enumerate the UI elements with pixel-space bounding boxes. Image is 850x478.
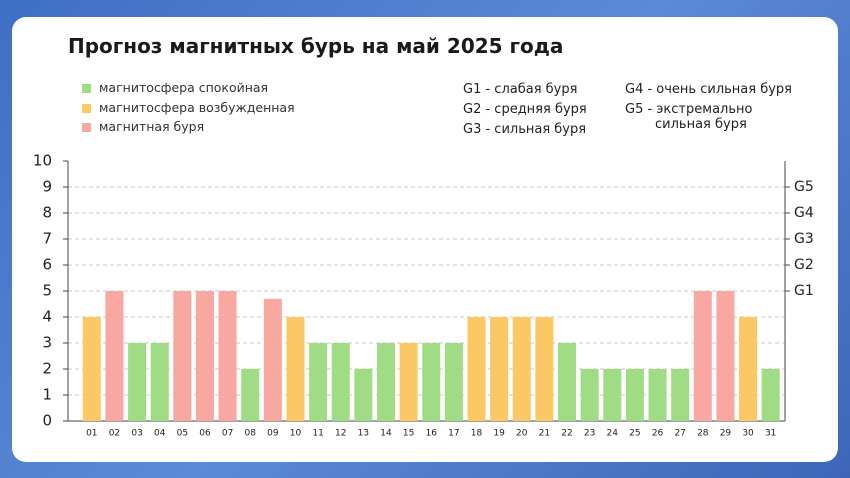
bar [263,298,282,421]
x-tick-label: 04 [154,429,166,439]
annotation: G2 - средняя буря [463,102,587,117]
legend-label: магнитосфера спокойная [99,80,269,95]
bar [761,369,780,421]
x-tick-label: 09 [267,429,279,439]
x-tick-label: 17 [448,429,459,439]
x-tick-label: 28 [697,429,709,439]
bar [467,317,486,421]
bar [603,369,622,421]
bar [173,291,192,421]
y-tick-label: 7 [42,230,52,248]
annotation: G3 - сильная буря [463,122,587,137]
y-tick-label: 10 [33,152,52,170]
legend-item: магнитная буря [82,119,204,134]
x-tick-label: 02 [109,429,120,439]
y-tick-label: 4 [42,308,52,326]
bar [286,317,305,421]
bar [739,317,758,421]
bar [558,343,577,421]
bar [512,317,531,421]
x-tick-label: 21 [539,429,550,439]
chart-title: Прогноз магнитных бурь на май 2025 года [68,34,564,58]
bar [218,291,237,421]
x-tick-label: 13 [358,429,369,439]
y2-tick-label: G1 [794,283,814,299]
x-tick-label: 16 [426,429,438,439]
annotation: G5 - экстремально сильная буря [625,102,753,132]
x-tick-label: 07 [222,429,233,439]
annotation: G4 - очень сильная буря [625,82,792,97]
x-tick-label: 18 [471,429,483,439]
x-tick-label: 15 [403,429,414,439]
x-tick-label: 10 [290,429,302,439]
legend-item: магнитосфера возбужденная [82,100,295,115]
x-tick-label: 01 [86,429,97,439]
x-tick-label: 24 [607,429,619,439]
bar [625,369,644,421]
y-tick-label: 8 [42,204,52,222]
annotation: G1 - слабая буря [463,82,578,97]
bar [716,291,735,421]
y-tick-label: 6 [42,256,52,274]
x-tick-label: 20 [516,429,528,439]
x-tick-label: 06 [199,429,211,439]
x-tick-label: 22 [561,429,572,439]
bar [693,291,712,421]
y-tick-label: 1 [42,386,52,404]
bar [354,369,373,421]
y-tick-label: 0 [42,412,52,430]
legend-swatch [82,84,91,93]
y-tick-label: 3 [42,334,52,352]
x-tick-label: 26 [652,429,664,439]
legend-item: магнитосфера спокойная [82,80,268,95]
legend-swatch [82,123,91,132]
bar [241,369,260,421]
y2-tick-label: G4 [794,205,814,221]
x-tick-label: 05 [177,429,188,439]
x-tick-label: 23 [584,429,595,439]
bar [580,369,599,421]
legend-label: магнитосфера возбужденная [99,99,295,115]
bar [82,317,101,421]
bar [490,317,509,421]
x-tick-label: 19 [493,429,505,439]
bar [195,291,214,421]
bar [105,291,124,421]
bar [376,343,395,421]
x-tick-label: 30 [742,429,754,439]
x-tick-label: 11 [312,429,323,439]
y-tick-label: 5 [42,282,52,300]
x-tick-label: 03 [131,429,142,439]
bar [422,343,441,421]
bar [535,317,554,421]
x-tick-label: 25 [629,429,640,439]
y2-tick-label: G3 [794,231,814,247]
bar [331,343,350,421]
y-tick-label: 9 [42,178,52,196]
x-tick-label: 08 [244,429,256,439]
bar [150,343,169,421]
x-tick-label: 29 [720,429,732,439]
x-tick-label: 27 [674,429,685,439]
bar [648,369,667,421]
bar [128,343,147,421]
y2-tick-label: G2 [794,257,814,273]
y-tick-label: 2 [42,360,52,378]
y2-tick-label: G5 [794,179,814,195]
legend-swatch [82,103,91,113]
bar [309,343,328,421]
x-tick-label: 14 [380,429,392,439]
legend-label: магнитная буря [99,119,205,134]
bar [399,343,418,421]
x-tick-label: 12 [335,429,346,439]
bar [671,369,690,421]
x-tick-label: 31 [765,429,776,439]
bar [444,343,463,421]
